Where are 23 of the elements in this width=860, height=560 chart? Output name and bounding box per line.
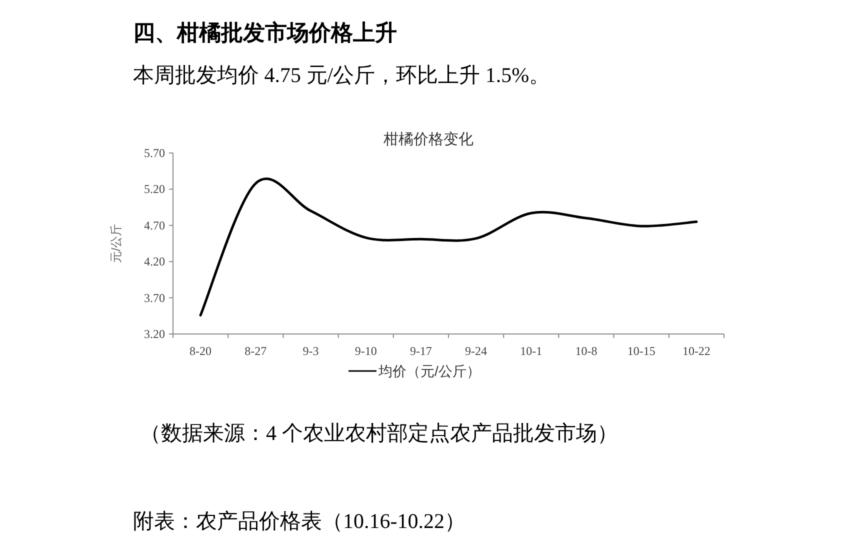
y-tick-label: 4.70 <box>144 218 165 232</box>
x-tick-label: 9-24 <box>465 344 488 358</box>
x-tick-label: 10-8 <box>575 344 598 358</box>
y-tick-label: 3.20 <box>144 327 165 341</box>
y-tick-label: 5.70 <box>144 146 165 160</box>
x-tick-label: 10-22 <box>682 344 710 358</box>
x-tick-label: 10-15 <box>627 344 656 358</box>
x-tick-label: 8-20 <box>190 344 212 358</box>
y-tick-label: 4.20 <box>144 254 165 269</box>
text: （数据来源：4 个农业农村部定点农产品批发市场） <box>140 421 618 445</box>
x-tick-label: 9-17 <box>410 344 432 358</box>
y-tick-label: 5.20 <box>144 182 165 196</box>
chart-title: 柑橘价格变化 <box>382 131 474 148</box>
x-tick-label: 8-27 <box>244 344 267 358</box>
y-tick-label: 3.70 <box>144 290 165 305</box>
x-tick-label: 9-10 <box>354 344 377 358</box>
text: 附表：农产品价格表（10.16-10.22） <box>133 509 466 533</box>
text: 四、柑橘批发市场价格上升 <box>133 20 397 45</box>
text: 本周批发均价 4.75 元/公斤，环比上升 1.5%。 <box>133 63 550 87</box>
y-axis-title: 元/公斤 <box>109 224 123 264</box>
legend-label: 均价（元/公斤） <box>378 363 480 379</box>
x-tick-label: 10-1 <box>520 344 542 358</box>
x-tick-label: 9-3 <box>302 344 319 358</box>
